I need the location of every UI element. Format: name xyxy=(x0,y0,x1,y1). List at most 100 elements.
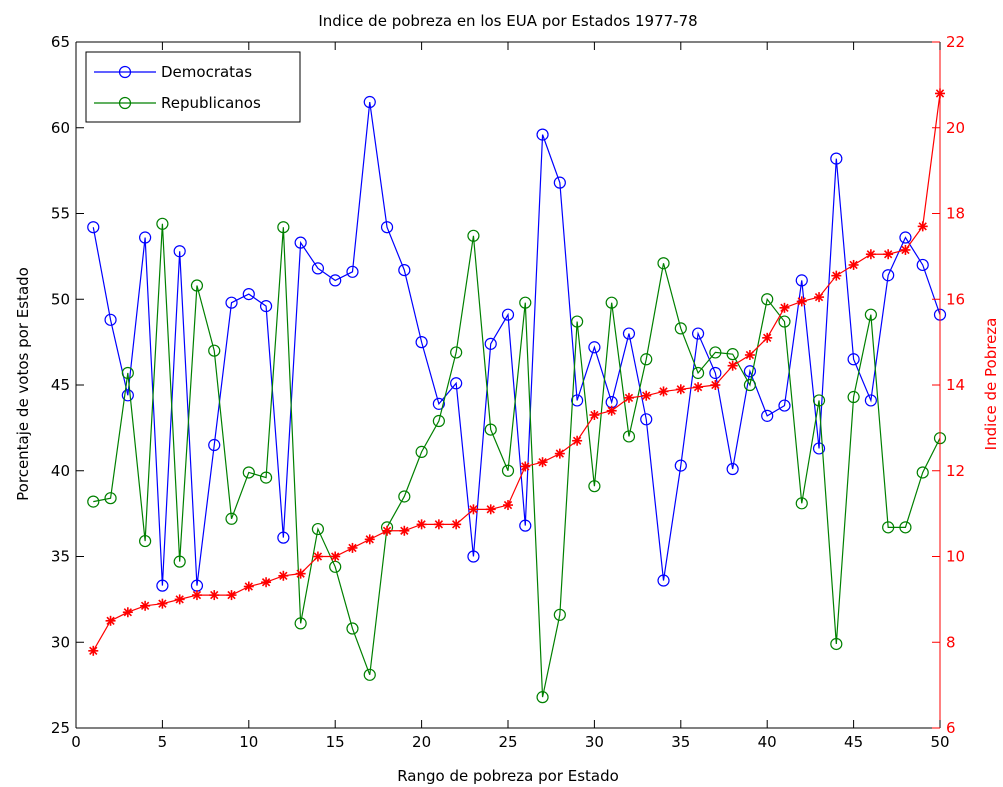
data-point xyxy=(485,504,496,515)
data-point xyxy=(778,399,791,412)
data-point xyxy=(122,607,133,618)
data-point xyxy=(416,519,427,530)
data-point xyxy=(191,590,202,601)
data-point xyxy=(536,128,549,141)
x-axis-title: Rango de pobreza por Estado xyxy=(397,767,619,785)
data-point xyxy=(382,525,393,536)
data-point xyxy=(762,332,773,343)
data-point xyxy=(225,512,238,525)
legend-label: Republicanos xyxy=(161,94,261,112)
x-tick-label: 25 xyxy=(498,733,517,751)
data-point xyxy=(121,366,134,380)
data-point xyxy=(468,504,479,515)
y-right-tick-label: 6 xyxy=(946,719,956,737)
data-point xyxy=(571,394,584,407)
data-point xyxy=(242,288,255,301)
data-point xyxy=(312,551,323,562)
data-point xyxy=(674,459,687,472)
data-point xyxy=(501,464,515,477)
data-point xyxy=(830,152,843,165)
data-point xyxy=(520,461,531,472)
data-point xyxy=(814,292,825,303)
data-point xyxy=(380,221,394,234)
data-point xyxy=(415,336,428,349)
data-point xyxy=(451,519,462,530)
y-right-tick-label: 18 xyxy=(946,205,965,223)
data-point xyxy=(364,534,375,545)
data-point xyxy=(553,176,566,189)
data-point xyxy=(675,384,686,395)
data-point xyxy=(658,386,669,397)
y-right-tick-label: 20 xyxy=(946,119,965,137)
data-point xyxy=(554,448,565,459)
x-tick-label: 20 xyxy=(412,733,431,751)
data-point xyxy=(900,244,911,255)
data-point xyxy=(743,365,757,378)
data-point xyxy=(778,315,791,328)
x-tick-label: 40 xyxy=(758,733,777,751)
data-point xyxy=(105,615,116,626)
data-point xyxy=(882,269,895,282)
data-point xyxy=(899,231,912,244)
data-point xyxy=(484,423,497,436)
data-point xyxy=(294,236,307,249)
data-point xyxy=(709,346,722,359)
data-point xyxy=(295,568,306,579)
data-point xyxy=(330,551,341,562)
data-point xyxy=(917,221,928,232)
y-right-tick-label: 14 xyxy=(946,376,965,394)
axes: 0 5 10 15 20 25 30 35 40 45 50 25 30 35 40 45 50 55 60 65 6 8… xyxy=(51,33,965,751)
y-right-tick-label: 12 xyxy=(946,462,965,480)
data-point xyxy=(796,296,807,307)
data-point xyxy=(864,308,877,321)
data-point xyxy=(139,534,152,548)
data-point xyxy=(363,668,376,681)
data-point xyxy=(104,313,117,326)
data-point xyxy=(139,231,152,244)
data-point xyxy=(190,279,204,292)
data-point xyxy=(916,258,929,272)
y-axis-right-title: Indice de Pobreza xyxy=(982,318,1000,451)
x-tick-label: 0 xyxy=(71,733,81,751)
data-point xyxy=(830,637,843,651)
data-point xyxy=(174,594,185,605)
data-point xyxy=(536,691,549,704)
data-point xyxy=(450,377,463,390)
data-point xyxy=(88,645,99,656)
data-point xyxy=(156,579,169,592)
y-left-tick-label: 65 xyxy=(51,33,70,51)
data-point xyxy=(779,302,790,313)
data-point xyxy=(467,229,480,242)
data-point xyxy=(329,274,342,287)
data-point xyxy=(294,617,307,630)
y-left-tick-label: 25 xyxy=(51,719,70,737)
data-point xyxy=(415,445,428,458)
series-line xyxy=(93,223,941,698)
data-point xyxy=(157,598,168,609)
data-point xyxy=(847,390,860,404)
x-tick-label: 10 xyxy=(239,733,258,751)
data-point xyxy=(226,590,237,601)
data-point xyxy=(571,315,584,328)
data-point xyxy=(259,300,273,313)
data-point xyxy=(761,409,774,422)
data-point xyxy=(173,555,186,568)
data-point xyxy=(605,296,618,309)
x-tick-label: 15 xyxy=(326,733,345,751)
legend-item-democratas: Democratas xyxy=(94,63,252,81)
y-left-tick-label: 45 xyxy=(51,376,70,394)
data-point xyxy=(899,521,912,534)
data-point xyxy=(432,414,445,428)
data-point xyxy=(606,405,617,416)
data-point xyxy=(726,462,739,476)
data-point xyxy=(467,550,480,563)
y-left-tick-label: 40 xyxy=(51,462,70,480)
series-indice-de-pobreza xyxy=(88,88,945,656)
data-point xyxy=(87,221,100,234)
data-point xyxy=(709,366,722,380)
data-point xyxy=(622,430,636,443)
y-left-tick-label: 55 xyxy=(51,205,70,223)
data-point xyxy=(519,296,532,309)
data-point xyxy=(484,337,497,350)
